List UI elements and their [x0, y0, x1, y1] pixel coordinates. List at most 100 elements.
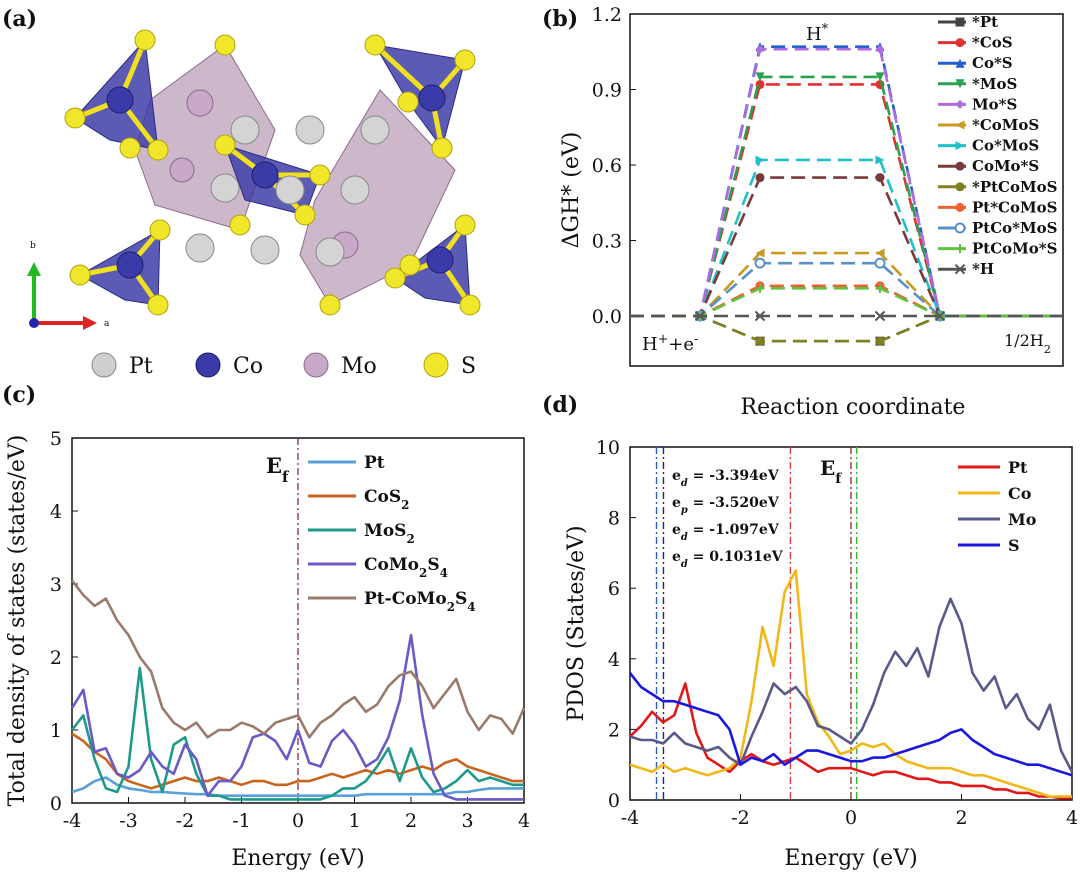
crystal-structure: b a — [27, 29, 481, 330]
co-atom — [116, 251, 144, 279]
state-label-adsorbed: H* — [806, 21, 829, 46]
series-marker — [875, 336, 885, 346]
dos-line-MoS2 — [70, 666, 524, 801]
s-atom — [64, 107, 86, 129]
pdos-line-Mo — [629, 597, 1074, 773]
x-tick-label: 1 — [348, 810, 360, 832]
pt-atom — [295, 115, 325, 145]
y-tick-label: 5 — [50, 428, 62, 450]
x-tick-label: 2 — [955, 807, 967, 829]
panel-b-free-energy: 0.0 0.3 0.6 0.9 1.2 ΔGH* (eV) Reaction coordin… — [559, 4, 1064, 420]
x-tick-label: -2 — [176, 810, 195, 832]
y-tick-label: 4 — [608, 649, 620, 671]
legend-label: MoS2 — [364, 521, 415, 546]
s-atom — [397, 91, 419, 113]
dos-line-CoS2 — [71, 732, 524, 790]
pt-atom — [210, 173, 240, 203]
legend-marker — [955, 141, 965, 151]
y-tick-label: 2 — [50, 647, 62, 669]
y-tick-label: 2 — [608, 719, 620, 741]
x-tick-label: 4 — [1066, 807, 1078, 829]
y-tick-label: 1 — [50, 720, 62, 742]
y-tick-label: 1.2 — [592, 4, 622, 26]
series-marker — [875, 173, 885, 183]
legend-s-label: S — [461, 354, 476, 379]
x-tick-label: 4 — [518, 810, 530, 832]
series-marker — [874, 310, 886, 322]
series-marker — [754, 257, 766, 269]
pdos-line-S — [628, 672, 1073, 777]
series-marker — [875, 72, 885, 82]
legend-label: *H — [972, 260, 994, 278]
pt-atom — [360, 115, 390, 145]
s-atom — [399, 254, 421, 276]
y-tick-label: 4 — [50, 501, 62, 523]
legend-mo-label: Mo — [341, 354, 377, 379]
series-marker — [694, 310, 706, 322]
y-tick-label: 0.3 — [592, 231, 622, 253]
axis-triad: b a — [27, 241, 110, 330]
dos-line-Pt-CoMo2S4 — [70, 579, 526, 739]
fermi-label: Ef — [820, 456, 842, 487]
legend-marker — [955, 58, 965, 68]
series-line-CoxMoS — [630, 158, 1063, 318]
s-atom — [119, 137, 141, 159]
legend-co-label: Co — [233, 354, 263, 379]
s-atom — [69, 264, 91, 286]
s-atom — [229, 214, 251, 236]
pt-atom — [275, 175, 305, 205]
legend-label: Co*S — [972, 54, 1013, 72]
y-axis-label: PDOS (States/eV) — [564, 525, 589, 721]
s-atom — [309, 164, 331, 186]
series-line-xCoS — [630, 83, 1063, 318]
s-atom — [454, 49, 476, 71]
panel-label-b: (b) — [542, 6, 578, 32]
s-atom — [431, 137, 453, 159]
legend-label: Mo*S — [972, 95, 1017, 113]
series-line-PtxCoMoS — [630, 284, 1063, 318]
legend-marker — [955, 161, 965, 171]
s-atom — [147, 139, 169, 161]
state-label-final: 1/2H2 — [1004, 331, 1051, 356]
plot-frame — [629, 13, 1064, 367]
series-marker — [755, 44, 765, 54]
series-line-PtCoMoxS — [630, 287, 1063, 318]
s-atom — [384, 267, 406, 289]
pt-atoms — [185, 115, 390, 267]
s-atom — [214, 134, 236, 156]
series-marker — [755, 248, 765, 258]
series-marker — [934, 310, 946, 322]
x-tick-label: -1 — [232, 810, 251, 832]
series-marker — [755, 283, 765, 293]
legend-marker — [955, 182, 965, 192]
y-tick-label: 6 — [608, 578, 620, 600]
fermi-label: Ef — [266, 453, 290, 486]
series-marker — [875, 248, 885, 258]
y-axis-label: Total density of states (states/eV) — [5, 435, 30, 807]
co-atom — [251, 161, 279, 189]
series-marker — [755, 72, 765, 82]
y-tick-label: 3 — [50, 574, 62, 596]
legend-mo-atom — [303, 352, 329, 378]
series-marker — [755, 173, 765, 183]
legend-marker — [955, 17, 965, 27]
legend-label: *CoMoS — [972, 116, 1039, 134]
legend-pt-label: Pt — [129, 354, 153, 379]
structure-legend: Pt Co Mo S — [91, 352, 476, 379]
y-tick-label: 0.6 — [592, 155, 622, 177]
y-tick-label: 8 — [608, 508, 620, 530]
legend-label: CoMo*S — [972, 157, 1039, 175]
legend-label: Pt*CoMoS — [972, 198, 1057, 216]
legend-marker — [955, 79, 965, 89]
band-center-label: ed = -3.394eV — [672, 468, 780, 489]
x-tick-label: -2 — [731, 807, 750, 829]
legend-label: PtCoMo*S — [972, 240, 1057, 258]
pt-atom — [315, 237, 345, 267]
s-atoms — [64, 29, 481, 316]
mo-atom — [186, 89, 214, 117]
x-tick-label: 0 — [292, 810, 304, 832]
y-tick-label: 0 — [50, 793, 62, 815]
s-atom — [134, 29, 156, 51]
band-center-label: ed = 0.1031eV — [672, 549, 784, 570]
